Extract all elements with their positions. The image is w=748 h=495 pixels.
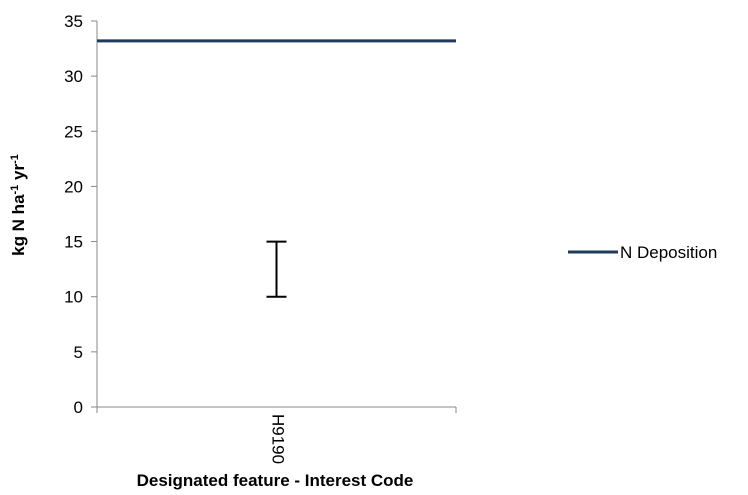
y-axis-title-superscript: -1 bbox=[9, 185, 21, 195]
y-axis-title-superscript: -1 bbox=[9, 154, 21, 164]
y-tick-label: 20 bbox=[64, 177, 83, 196]
y-axis-title-part: kg N ha bbox=[9, 194, 28, 256]
y-tick-label: 10 bbox=[64, 288, 83, 307]
y-axis-title: kg N ha-1 yr-1 bbox=[9, 154, 28, 256]
y-axis-title-part: yr bbox=[9, 164, 28, 185]
x-axis-title: Designated feature - Interest Code bbox=[137, 471, 414, 490]
x-tick-label: H9190 bbox=[269, 414, 288, 464]
legend-label-n-deposition: N Deposition bbox=[620, 243, 717, 262]
y-tick-label: 25 bbox=[64, 122, 83, 141]
legend: N Deposition bbox=[568, 243, 717, 262]
y-tick-label: 5 bbox=[74, 343, 83, 362]
y-tick-label: 30 bbox=[64, 67, 83, 86]
y-tick-label: 35 bbox=[64, 12, 83, 31]
y-tick-label: 0 bbox=[74, 398, 83, 417]
y-tick-label: 15 bbox=[64, 233, 83, 252]
plot-area: 0 5 10 15 20 25 30 35 H9190 bbox=[64, 12, 457, 464]
